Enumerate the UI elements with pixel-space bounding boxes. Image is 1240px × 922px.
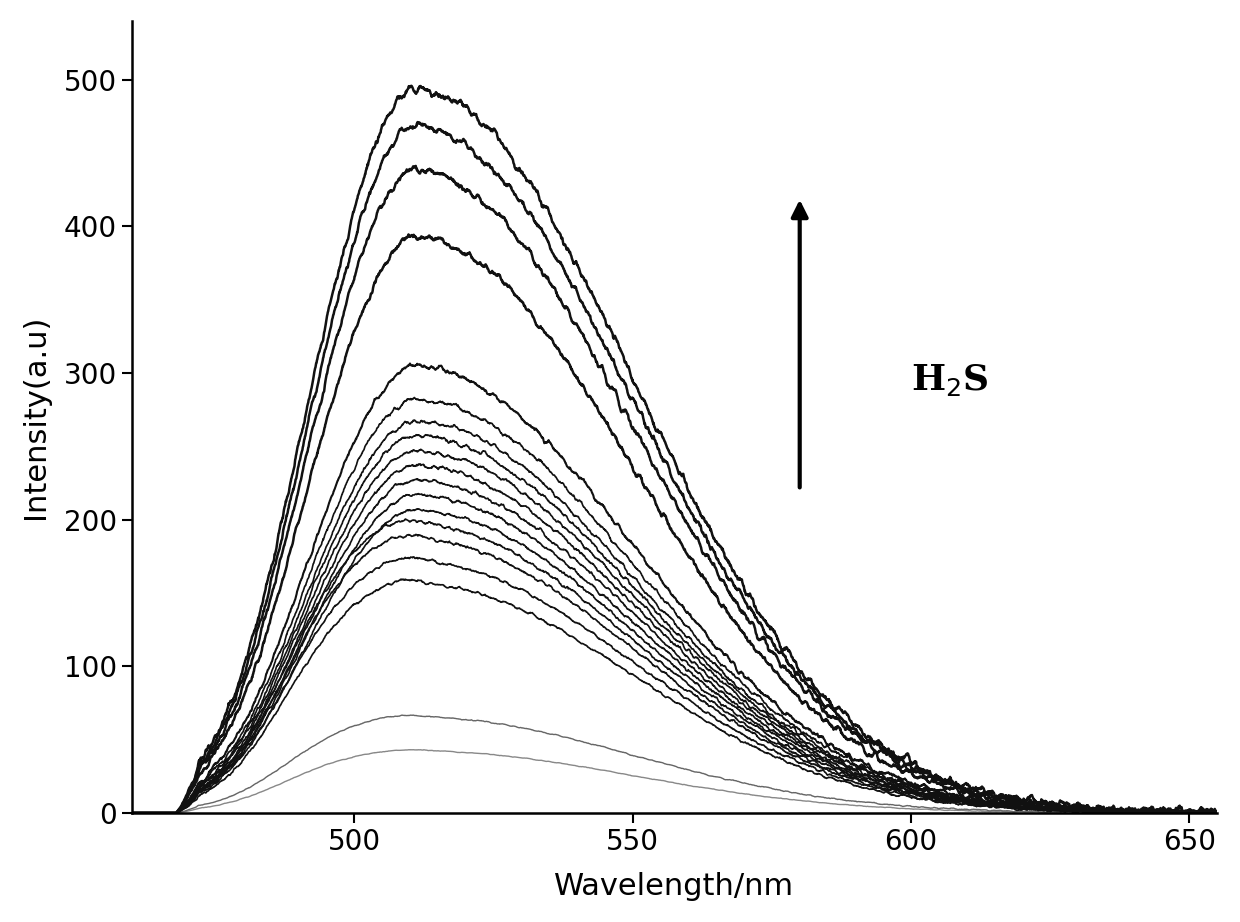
Text: H$_2$S: H$_2$S	[911, 362, 988, 398]
Y-axis label: Intensity(a.u): Intensity(a.u)	[21, 314, 50, 519]
X-axis label: Wavelength/nm: Wavelength/nm	[554, 872, 795, 901]
